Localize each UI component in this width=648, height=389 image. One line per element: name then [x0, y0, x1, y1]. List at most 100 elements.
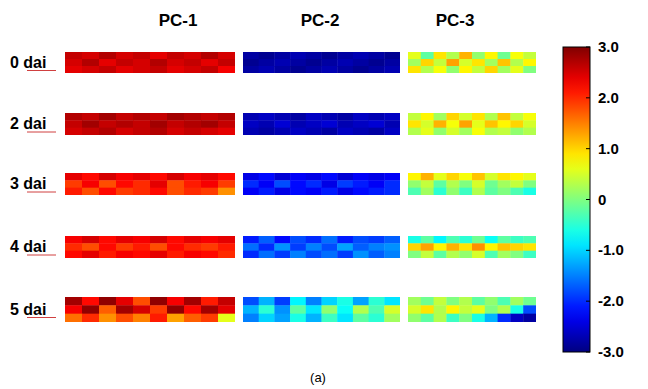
- cell: [218, 59, 235, 66]
- cell: [408, 314, 421, 322]
- cell: [510, 113, 523, 121]
- cell: [434, 236, 447, 244]
- cell: [99, 120, 116, 128]
- cell: [184, 66, 201, 73]
- cell: [218, 180, 235, 188]
- cell: [434, 128, 447, 135]
- cell: [353, 314, 369, 322]
- column-title: PC-2: [301, 11, 340, 30]
- colorbar-tick-label: -2.0: [598, 292, 624, 309]
- cell: [290, 52, 306, 59]
- cell: [306, 251, 322, 258]
- cell: [218, 128, 235, 135]
- cell: [290, 128, 306, 135]
- cell: [510, 120, 523, 128]
- cell: [167, 305, 184, 314]
- cell: [322, 66, 338, 73]
- cell: [459, 128, 472, 135]
- cell: [274, 188, 290, 195]
- cell: [446, 243, 459, 251]
- cell: [369, 305, 385, 314]
- cell: [510, 236, 523, 244]
- cell: [290, 66, 306, 73]
- cell: [99, 173, 116, 181]
- cell: [472, 305, 485, 314]
- cell: [201, 59, 218, 66]
- cell: [150, 297, 167, 306]
- cell: [523, 52, 536, 59]
- cell: [82, 113, 99, 121]
- cell: [306, 59, 322, 66]
- cell: [485, 314, 498, 322]
- cell: [523, 128, 536, 135]
- cell: [133, 236, 150, 244]
- cell: [133, 66, 150, 73]
- cell: [184, 188, 201, 195]
- cell: [384, 251, 400, 258]
- cell: [523, 251, 536, 258]
- cell: [184, 305, 201, 314]
- cell: [459, 52, 472, 59]
- panel: [408, 52, 536, 73]
- cell: [421, 113, 434, 121]
- cell: [446, 52, 459, 59]
- cell: [369, 243, 385, 251]
- cell: [337, 113, 353, 121]
- cell: [459, 251, 472, 258]
- cell: [150, 59, 167, 66]
- cell: [99, 305, 116, 314]
- cell: [523, 173, 536, 181]
- cell: [353, 305, 369, 314]
- cell: [167, 314, 184, 322]
- cell: [337, 120, 353, 128]
- row-label: 2 dai: [10, 115, 46, 132]
- cell: [133, 251, 150, 258]
- cell: [421, 243, 434, 251]
- row-label: 5 dai: [10, 301, 46, 318]
- cell: [99, 66, 116, 73]
- cell: [259, 120, 275, 128]
- cell: [485, 236, 498, 244]
- cell: [306, 66, 322, 73]
- cell: [150, 251, 167, 258]
- cell: [421, 173, 434, 181]
- cell: [384, 243, 400, 251]
- cell: [434, 314, 447, 322]
- cell: [523, 305, 536, 314]
- cell: [446, 251, 459, 258]
- cell: [82, 52, 99, 59]
- cell: [243, 173, 259, 181]
- cell: [116, 173, 133, 181]
- cell: [116, 305, 133, 314]
- cell: [82, 297, 99, 306]
- colorbar-tick: [586, 250, 590, 251]
- cell: [306, 120, 322, 128]
- cell: [472, 59, 485, 66]
- cell: [290, 59, 306, 66]
- cell: [218, 314, 235, 322]
- cell: [116, 66, 133, 73]
- cell: [274, 173, 290, 181]
- cell: [201, 243, 218, 251]
- colorbar-tick: [586, 199, 590, 200]
- cell: [510, 251, 523, 258]
- cell: [384, 188, 400, 195]
- cell: [472, 113, 485, 121]
- cell: [243, 243, 259, 251]
- colorbar-tick: [586, 47, 590, 48]
- cell: [523, 188, 536, 195]
- cell: [369, 59, 385, 66]
- cell: [167, 173, 184, 181]
- cell: [65, 113, 82, 121]
- cell: [408, 236, 421, 244]
- cell: [322, 52, 338, 59]
- cell: [384, 236, 400, 244]
- cell: [82, 305, 99, 314]
- cell: [259, 128, 275, 135]
- spell-underline: [27, 317, 56, 318]
- cell: [498, 305, 511, 314]
- cell: [218, 188, 235, 195]
- cell: [243, 297, 259, 306]
- cell: [99, 59, 116, 66]
- cell: [167, 113, 184, 121]
